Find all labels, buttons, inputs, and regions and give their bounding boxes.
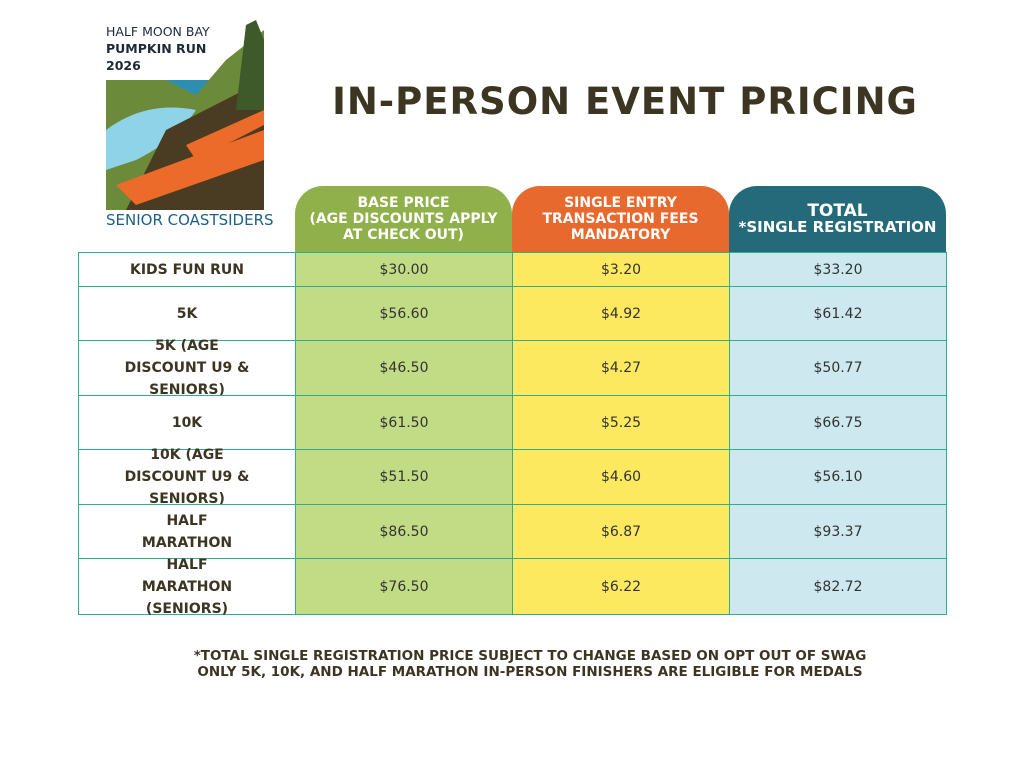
- row-label: 10K: [78, 395, 296, 450]
- row-label: 5K (AGE DISCOUNT U9 & SENIORS): [78, 338, 296, 398]
- price-cell: $66.75: [729, 395, 947, 450]
- price-cell: $3.20: [512, 252, 730, 287]
- header-line: *SINGLE REGISTRATION: [738, 218, 937, 236]
- header-line: TRANSACTION FEES: [542, 211, 699, 227]
- header-line: (AGE DISCOUNTS APPLY: [309, 211, 498, 227]
- price-cell: $93.37: [729, 504, 947, 559]
- logo-line: 2026: [106, 58, 141, 73]
- price-cell: $76.50: [295, 558, 513, 615]
- logo-line: PUMPKIN RUN: [106, 41, 207, 56]
- price-cell: $4.27: [512, 340, 730, 396]
- price-cell: $33.20: [729, 252, 947, 287]
- footnote: ONLY 5K, 10K, AND HALF MARATHON IN-PERSO…: [197, 664, 863, 680]
- logo-line: HALF MOON BAY: [106, 24, 210, 39]
- title: IN-PERSON EVENT PRICING: [332, 80, 918, 123]
- price-cell: $30.00: [295, 252, 513, 287]
- header-line: MANDATORY: [570, 227, 671, 243]
- price-cell: $4.92: [512, 286, 730, 341]
- row-label: 10K (AGE DISCOUNT U9 & SENIORS): [78, 447, 296, 507]
- logo-subtitle: SENIOR COASTSIDERS: [106, 211, 274, 229]
- price-cell: $50.77: [729, 340, 947, 396]
- price-cell: $56.60: [295, 286, 513, 341]
- header-line: AT CHECK OUT): [343, 227, 464, 243]
- column-header: TOTAL *SINGLE REGISTRATION: [729, 186, 946, 252]
- price-cell: $51.50: [295, 449, 513, 505]
- header-line: TOTAL: [807, 201, 868, 221]
- column-header: BASE PRICE (AGE DISCOUNTS APPLY AT CHECK O…: [295, 186, 512, 252]
- footnote: *TOTAL SINGLE REGISTRATION PRICE SUBJECT…: [193, 648, 867, 664]
- header-line: SINGLE ENTRY: [564, 195, 677, 211]
- column-header: SINGLE ENTRY TRANSACTION FEES MANDATORY: [512, 186, 729, 252]
- price-cell: $61.42: [729, 286, 947, 341]
- price-cell: $5.25: [512, 395, 730, 450]
- price-cell: $82.72: [729, 558, 947, 615]
- price-cell: $6.22: [512, 558, 730, 615]
- price-cell: $4.60: [512, 449, 730, 505]
- price-cell: $46.50: [295, 340, 513, 396]
- price-cell: $86.50: [295, 504, 513, 559]
- row-label: KIDS FUN RUN: [78, 252, 296, 287]
- price-cell: $6.87: [512, 504, 730, 559]
- price-cell: $61.50: [295, 395, 513, 450]
- logo-text: HALF MOON BAY PUMPKIN RUN 2026: [106, 23, 210, 74]
- logo-art: [106, 20, 264, 210]
- row-label: HALF MARATHON (SENIORS): [78, 557, 296, 617]
- price-cell: $56.10: [729, 449, 947, 505]
- header-line: BASE PRICE: [357, 195, 450, 211]
- row-label: HALF MARATHON: [78, 504, 296, 559]
- row-label: 5K: [78, 286, 296, 341]
